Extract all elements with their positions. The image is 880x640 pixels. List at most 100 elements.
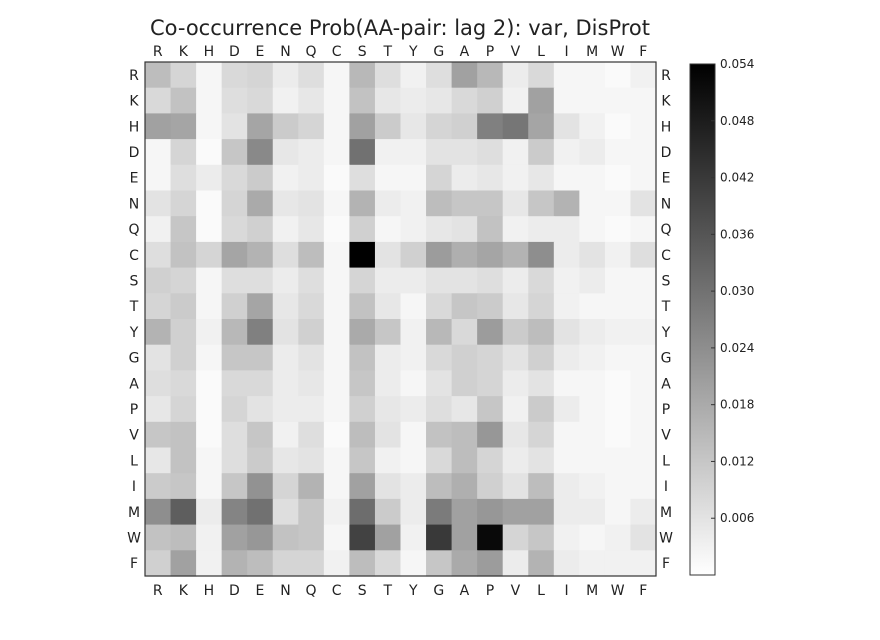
heatmap-cell-T-F xyxy=(630,293,657,320)
heatmap-cell-P-L xyxy=(528,396,555,423)
heatmap-cell-H-A xyxy=(451,113,478,140)
heatmap-cell-P-Q xyxy=(298,396,325,423)
heatmap-cell-H-N xyxy=(272,113,299,140)
heatmap-cell-E-V xyxy=(502,164,529,192)
heatmap-cell-G-A xyxy=(451,344,478,371)
heatmap-cell-A-N xyxy=(272,370,299,397)
heatmap-cell-Y-R xyxy=(145,319,172,346)
heatmap-cell-P-R xyxy=(145,396,172,423)
heatmap-cell-T-C xyxy=(323,293,350,320)
heatmap-cell-N-E xyxy=(247,190,274,217)
heatmap-cell-G-Y xyxy=(400,344,427,371)
heatmap-cell-N-L xyxy=(528,190,555,217)
heatmap-cell-K-R xyxy=(145,87,172,114)
heatmap-cell-W-C xyxy=(323,524,350,551)
heatmap-cell-H-D xyxy=(221,113,248,140)
heatmap-cell-C-G xyxy=(426,241,453,269)
heatmap-cell-A-C xyxy=(323,370,350,397)
heatmap-cell-K-W xyxy=(604,87,632,114)
heatmap-cell-W-N xyxy=(272,524,299,551)
heatmap-cell-E-C xyxy=(323,164,350,192)
heatmap-cell-Y-K xyxy=(170,319,197,346)
heatmap-cell-T-Y xyxy=(400,293,427,320)
heatmap-cell-N-A xyxy=(451,190,478,217)
heatmap-cell-Y-S xyxy=(349,319,376,346)
heatmap-cell-T-S xyxy=(349,293,376,320)
heatmap-cell-M-Y xyxy=(400,498,427,526)
heatmap-cell-C-P xyxy=(477,241,504,269)
heatmap-cell-A-F xyxy=(630,370,657,397)
col-label-top-M: M xyxy=(586,44,598,60)
heatmap-cell-E-L xyxy=(528,164,555,192)
heatmap-cell-A-S xyxy=(349,370,376,397)
heatmap-cell-E-W xyxy=(604,164,632,192)
col-label-bottom-Y: Y xyxy=(408,583,418,599)
row-label-right-D: D xyxy=(661,145,672,161)
heatmap-cell-H-H xyxy=(196,113,223,140)
heatmap-cell-E-K xyxy=(170,164,197,192)
heatmap-cell-S-N xyxy=(272,267,299,294)
col-label-top-W: W xyxy=(611,44,625,60)
heatmap-cell-M-E xyxy=(247,498,274,526)
heatmap-cell-H-E xyxy=(247,113,274,140)
heatmap-cell-M-C xyxy=(323,498,350,526)
heatmap-cell-L-I xyxy=(553,447,580,474)
heatmap-cell-C-Y xyxy=(400,241,427,269)
heatmap-cell-N-I xyxy=(553,190,580,217)
heatmap-cell-Q-P xyxy=(477,216,504,243)
heatmap-cell-Q-E xyxy=(247,216,274,243)
row-label-left-Q: Q xyxy=(128,222,139,238)
heatmap-cell-I-M xyxy=(579,473,606,500)
col-label-bottom-H: H xyxy=(204,583,215,599)
heatmap-cell-R-D xyxy=(221,62,248,89)
heatmap-cell-G-N xyxy=(272,344,299,371)
heatmap-cell-M-W xyxy=(604,498,632,526)
heatmap-cell-A-M xyxy=(579,370,606,397)
heatmap-cell-T-L xyxy=(528,293,555,320)
heatmap-cell-S-W xyxy=(604,267,632,294)
heatmap-cell-P-W xyxy=(604,396,632,423)
row-label-right-V: V xyxy=(661,428,671,444)
row-label-left-I: I xyxy=(132,479,136,495)
heatmap-cell-L-L xyxy=(528,447,555,474)
heatmap-cell-N-G xyxy=(426,190,453,217)
row-label-right-F: F xyxy=(662,556,670,572)
row-label-right-T: T xyxy=(661,299,671,315)
heatmap-cell-G-D xyxy=(221,344,248,371)
heatmap-cell-V-K xyxy=(170,421,197,449)
colorbar-ticks: 0.006 0.012 0.018 0.024 0.030 0.036 0.042 0.048… xyxy=(711,57,754,525)
col-label-bottom-W: W xyxy=(611,583,625,599)
heatmap-cell-P-D xyxy=(221,396,248,423)
heatmap-cell-W-K xyxy=(170,524,197,551)
heatmap-cell-V-Q xyxy=(298,421,325,449)
heatmap-cell-R-H xyxy=(196,62,223,89)
heatmap-cell-C-E xyxy=(247,241,274,269)
heatmap-cell-Q-F xyxy=(630,216,657,243)
heatmap-cell-W-V xyxy=(502,524,529,551)
heatmap-cell-D-P xyxy=(477,139,504,166)
heatmap-cell-T-P xyxy=(477,293,504,320)
heatmap-cell-Y-L xyxy=(528,319,555,346)
heatmap-cell-E-M xyxy=(579,164,606,192)
heatmap-cell-C-R xyxy=(145,241,172,269)
heatmap-cell-I-W xyxy=(604,473,632,500)
heatmap-cell-C-S xyxy=(349,241,376,269)
heatmap-cell-H-P xyxy=(477,113,504,140)
heatmap-cell-C-W xyxy=(604,241,632,269)
heatmap-cell-Y-W xyxy=(604,319,632,346)
heatmap-cell-F-F xyxy=(630,550,657,577)
heatmap-cell-N-Q xyxy=(298,190,325,217)
heatmap-cell-K-A xyxy=(451,87,478,114)
col-label-bottom-C: C xyxy=(332,583,342,599)
col-label-bottom-L: L xyxy=(537,583,545,599)
heatmap-cell-N-M xyxy=(579,190,606,217)
heatmap-cell-E-F xyxy=(630,164,657,192)
heatmap-cell-R-S xyxy=(349,62,376,89)
heatmap-cell-R-E xyxy=(247,62,274,89)
colorbar-tick-label: 0.048 xyxy=(720,114,754,128)
heatmap-cell-P-P xyxy=(477,396,504,423)
heatmap-cell-W-S xyxy=(349,524,376,551)
heatmap-cell-T-D xyxy=(221,293,248,320)
heatmap-cell-C-K xyxy=(170,241,197,269)
